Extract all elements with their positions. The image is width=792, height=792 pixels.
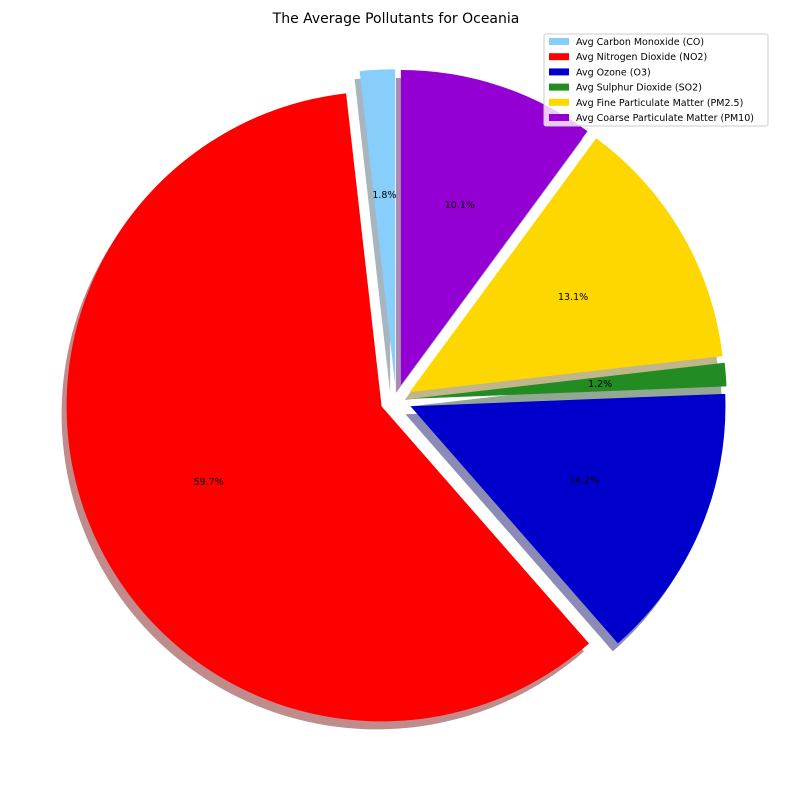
slice-label-avg-coarse-particulate-matter-pm10: 10.1%: [445, 200, 475, 211]
legend-swatch-avg-nitrogen-dioxide-no2: [549, 53, 569, 61]
legend-label-avg-carbon-monoxide-co: Avg Carbon Monoxide (CO): [576, 37, 704, 48]
chart-title: The Average Pollutants for Oceania: [272, 11, 520, 27]
legend-items: Avg Carbon Monoxide (CO) Avg Nitrogen Dio…: [549, 37, 754, 124]
slice-label-avg-fine-particulate-matter-pm2-5: 13.1%: [558, 292, 588, 303]
pie-slice-avg-ozone-o3: [410, 393, 726, 644]
pie-slice-avg-fine-particulate-matter-pm2-5: [409, 138, 723, 393]
legend-swatch-avg-fine-particulate-matter-pm2-5: [549, 98, 569, 106]
legend-swatch-avg-ozone-o3: [549, 68, 569, 76]
pie-slices: [66, 69, 727, 722]
slice-label-avg-ozone-o3: 14.2%: [569, 475, 599, 486]
legend-swatch-avg-coarse-particulate-matter-pm10: [549, 114, 569, 121]
legend-swatch-avg-carbon-monoxide-co: [549, 38, 569, 45]
slice-label-avg-sulphur-dioxide-so2: 1.2%: [588, 379, 612, 390]
pie-slice-avg-nitrogen-dioxide-no2: [66, 93, 589, 722]
legend-label-avg-sulphur-dioxide-so2: Avg Sulphur Dioxide (SO2): [576, 83, 702, 94]
pie-slice-avg-carbon-monoxide-co: [359, 69, 396, 385]
legend-label-avg-ozone-o3: Avg Ozone (O3): [576, 67, 651, 78]
slice-labels: 1.8% 59.7% 14.2% 1.2% 13.1% 10.1%: [194, 190, 613, 488]
slice-label-avg-nitrogen-dioxide-no2: 59.7%: [194, 477, 224, 488]
legend-label-avg-nitrogen-dioxide-no2: Avg Nitrogen Dioxide (NO2): [576, 52, 707, 63]
pie-slice-avg-sulphur-dioxide-so2: [411, 362, 727, 399]
legend-frame: [543, 33, 769, 127]
legend-swatch-avg-sulphur-dioxide-so2: [549, 83, 569, 91]
legend-label-avg-coarse-particulate-matter-pm10: Avg Coarse Particulate Matter (PM10): [576, 113, 754, 124]
slice-label-avg-carbon-monoxide-co: 1.8%: [372, 190, 396, 201]
legend: Avg Carbon Monoxide (CO) Avg Nitrogen Dio…: [543, 33, 769, 127]
legend-label-avg-fine-particulate-matter-pm2-5: Avg Fine Particulate Matter (PM2.5): [576, 98, 743, 109]
pie-slice-avg-coarse-particulate-matter-pm10: [400, 70, 588, 386]
